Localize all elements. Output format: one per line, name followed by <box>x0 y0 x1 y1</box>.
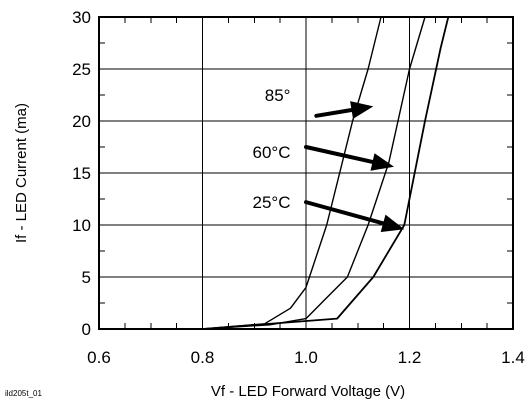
annotation-label-1: 60°C <box>252 143 290 162</box>
annotation-label-2: 25°C <box>252 193 290 212</box>
arrow-shaft-1 <box>304 145 375 164</box>
series-layer <box>201 16 450 330</box>
arrow-head-2 <box>380 214 405 232</box>
y-axis-label: If - LED Current (ma) <box>13 103 30 243</box>
x-tick-label-3: 1.2 <box>398 348 422 367</box>
x-tick-label-4: 1.4 <box>501 348 525 367</box>
x-axis-label: Vf - LED Forward Voltage (V) <box>211 383 405 400</box>
figure-id-label: ild205t_01 <box>5 389 42 398</box>
y-tick-label-2: 10 <box>72 216 91 235</box>
arrow-shaft-0 <box>314 108 354 118</box>
x-tick-label-0: 0.6 <box>87 348 111 367</box>
y-tick-label-3: 15 <box>72 164 91 183</box>
series-line-0 <box>201 16 382 330</box>
x-tick-label-1: 0.8 <box>191 348 215 367</box>
arrow-layer <box>304 101 405 232</box>
plot-frame <box>98 16 514 330</box>
y-tick-label-6: 30 <box>72 8 91 27</box>
series-line-2 <box>201 16 450 330</box>
annotation-layer: 85° 60°C 25°C <box>252 86 290 212</box>
y-tick-label-4: 20 <box>72 112 91 131</box>
annotation-label-0: 85° <box>265 86 291 105</box>
arrow-head-1 <box>370 153 394 171</box>
y-tick-label-0: 0 <box>82 320 91 339</box>
y-tick-label-1: 5 <box>82 268 91 287</box>
y-tick-label-5: 25 <box>72 60 91 79</box>
x-tick-label-2: 1.0 <box>294 348 318 367</box>
y-tick-labels: 0 5 10 15 20 25 30 <box>72 8 91 339</box>
arrow-head-0 <box>350 101 374 119</box>
x-tick-labels: 0.6 0.8 1.0 1.2 1.4 <box>87 348 525 367</box>
arrow-shaft-2 <box>304 200 386 226</box>
